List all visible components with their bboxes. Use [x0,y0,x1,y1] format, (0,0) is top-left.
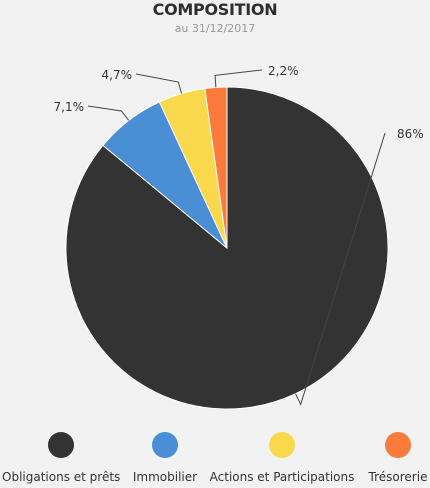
legend-swatch-tresorerie [384,432,411,458]
legend-label-tresorerie: Trésorerie [368,470,428,484]
leader-line-3 [214,69,263,88]
data-label-1: 7,1% [54,100,85,114]
legend-swatch-actions [269,432,295,458]
data-label-2: 4,7% [102,68,133,82]
chart-subtitle: au 31/12/2017 [174,22,256,35]
legend-item-immobilier[interactable]: Immobilier [133,432,197,484]
legend-label-obligations: Obligations et prêts [2,470,121,484]
pie-chart: 86% 7,1% 4,7% 2,2% [54,64,424,410]
legend-swatch-immobilier [151,432,178,458]
chart-legend: Obligations et prêts Immobilier Actions … [0,432,430,488]
legend-swatch-obligations [48,432,75,458]
leader-line-2 [135,73,183,94]
legend-label-actions: Actions et Participations [209,470,355,484]
legend-item-obligations[interactable]: Obligations et prêts [2,432,120,484]
chart-title: COMPOSITION [152,0,278,19]
legend-item-actions[interactable]: Actions et Participations [209,432,355,484]
data-label-3: 2,2% [268,64,299,78]
leader-line-0 [295,132,386,406]
legend-label-immobilier: Immobilier [132,470,198,484]
legend-item-tresorerie[interactable]: Trésorerie [368,432,428,484]
pie-slice-3[interactable] [204,86,228,249]
leader-line-1 [87,105,130,121]
data-label-0: 86% [397,127,424,141]
